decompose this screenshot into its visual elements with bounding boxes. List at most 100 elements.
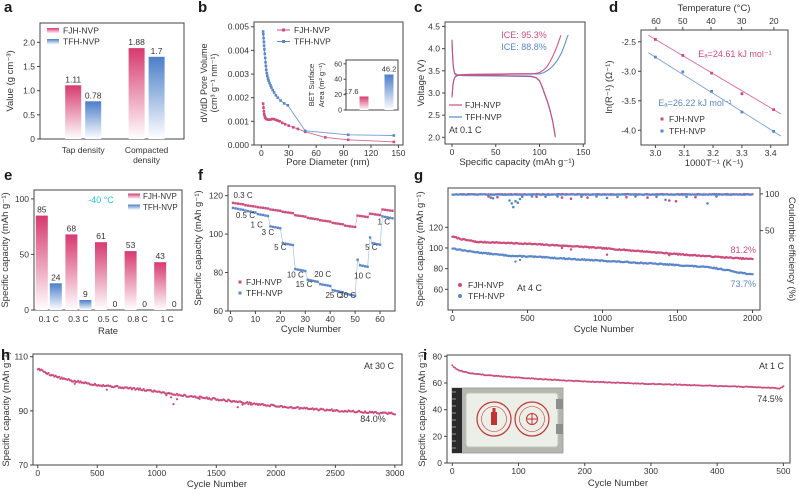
svg-text:15 C: 15 C	[296, 280, 313, 289]
svg-text:40: 40	[706, 16, 716, 26]
svg-text:0.5 C: 0.5 C	[236, 211, 255, 220]
svg-text:90: 90	[339, 148, 349, 158]
svg-text:40: 40	[433, 405, 443, 415]
svg-text:100: 100	[532, 147, 546, 157]
svg-text:Temperature (°C): Temperature (°C)	[678, 3, 751, 14]
svg-text:0.3 C: 0.3 C	[68, 314, 88, 324]
svg-text:ln(R⁻¹) (Ω⁻¹): ln(R⁻¹) (Ω⁻¹)	[604, 60, 615, 113]
svg-text:30: 30	[737, 16, 747, 26]
svg-text:1500: 1500	[207, 468, 226, 478]
svg-text:50: 50	[678, 16, 688, 26]
svg-text:20: 20	[433, 431, 443, 441]
svg-text:Cycle Number: Cycle Number	[574, 324, 634, 335]
svg-text:1000: 1000	[147, 468, 166, 478]
svg-text:20: 20	[276, 314, 286, 324]
svg-text:4.5: 4.5	[428, 21, 440, 31]
svg-text:68: 68	[67, 223, 77, 233]
svg-text:50: 50	[350, 314, 360, 324]
svg-text:0: 0	[338, 108, 342, 115]
svg-text:Coulombic efficiency (%): Coulombic efficiency (%)	[786, 197, 797, 301]
svg-text:-4.0: -4.0	[621, 125, 636, 135]
svg-text:1000: 1000	[593, 313, 612, 323]
svg-text:0.78: 0.78	[85, 90, 102, 100]
svg-text:100: 100	[15, 194, 29, 204]
svg-text:ICE: 88.8%: ICE: 88.8%	[501, 42, 547, 52]
svg-text:Specific capacity (mAh g⁻¹): Specific capacity (mAh g⁻¹)	[417, 351, 428, 466]
svg-text:Specific capacity (mAh g⁻¹): Specific capacity (mAh g⁻¹)	[415, 191, 426, 306]
svg-text:81.2%: 81.2%	[730, 245, 756, 255]
svg-text:100: 100	[511, 466, 525, 476]
svg-text:0: 0	[30, 134, 35, 144]
svg-text:0: 0	[259, 148, 264, 158]
svg-text:60: 60	[433, 378, 443, 388]
svg-text:TFH-NVP: TFH-NVP	[669, 126, 706, 136]
svg-text:80: 80	[434, 264, 444, 274]
svg-text:1.88: 1.88	[128, 37, 145, 47]
svg-text:1500: 1500	[668, 313, 687, 323]
svg-text:80: 80	[214, 268, 224, 278]
svg-text:9: 9	[83, 289, 88, 299]
panel-letter-e: e	[4, 167, 13, 184]
svg-text:10: 10	[251, 314, 261, 324]
svg-text:40: 40	[334, 77, 342, 84]
svg-text:0.5 C: 0.5 C	[98, 314, 118, 324]
svg-text:61: 61	[96, 231, 106, 241]
svg-text:50: 50	[491, 147, 501, 157]
svg-text:2.0: 2.0	[428, 132, 440, 142]
svg-text:TFH-NVP: TFH-NVP	[143, 203, 178, 212]
svg-text:300: 300	[644, 466, 658, 476]
svg-text:Eₐ=26.22 kJ mol⁻¹: Eₐ=26.22 kJ mol⁻¹	[658, 98, 731, 108]
svg-text:TFH-NVP: TFH-NVP	[468, 291, 505, 301]
svg-text:60: 60	[434, 284, 444, 294]
svg-text:density: density	[133, 155, 161, 165]
svg-text:0.004: 0.004	[228, 45, 250, 55]
svg-text:FJH-NVP: FJH-NVP	[669, 114, 705, 124]
svg-text:90: 90	[19, 406, 29, 416]
svg-text:2.5: 2.5	[428, 110, 440, 120]
svg-text:ICE: 95.3%: ICE: 95.3%	[501, 30, 547, 40]
svg-text:At 0.1 C: At 0.1 C	[449, 125, 482, 135]
svg-text:0: 0	[450, 147, 455, 157]
svg-text:Pore Diameter (nm): Pore Diameter (nm)	[286, 157, 369, 168]
svg-text:BET Surface: BET Surface	[307, 64, 316, 106]
svg-text:Tap density: Tap density	[62, 145, 106, 155]
panel-letter-f: f	[198, 167, 203, 184]
panel-letter-g: g	[414, 167, 424, 184]
svg-text:74.5%: 74.5%	[757, 394, 783, 404]
svg-text:17.6: 17.6	[344, 87, 359, 96]
svg-text:2.0: 2.0	[23, 37, 35, 47]
panel-letter-h: h	[1, 347, 11, 364]
svg-text:25 C: 25 C	[325, 291, 342, 300]
svg-text:1.5: 1.5	[23, 62, 35, 72]
svg-text:70: 70	[19, 460, 29, 470]
svg-text:110: 110	[14, 352, 28, 362]
svg-text:-2.5: -2.5	[621, 37, 636, 47]
svg-text:3.2: 3.2	[707, 148, 719, 158]
svg-text:3.0: 3.0	[428, 88, 440, 98]
svg-text:TFH-NVP: TFH-NVP	[294, 37, 331, 47]
svg-text:Specific capacity (mAh g⁻¹): Specific capacity (mAh g⁻¹)	[459, 157, 574, 168]
svg-text:100: 100	[765, 189, 779, 199]
svg-text:Voltage (V): Voltage (V)	[416, 60, 427, 107]
svg-text:1.7: 1.7	[151, 46, 163, 56]
panel-b: 0.000 0.001 0.002 0.003 0.004 0.005 0 30 60 90 120…	[199, 21, 406, 168]
panel-f: 60 80 100 120 0 10 20 30 40 50 60 Cycle Number Speci…	[193, 185, 396, 335]
svg-text:3.0: 3.0	[649, 148, 661, 158]
svg-text:60: 60	[334, 61, 342, 68]
svg-text:3.4: 3.4	[765, 148, 777, 158]
svg-text:0.8 C: 0.8 C	[127, 314, 147, 324]
panel-a: 0 0.5 1.0 1.5 2.0 Value (g cm⁻³) 1.11 1.88 0.78 1…	[5, 22, 185, 165]
svg-text:FJH-NVP: FJH-NVP	[468, 280, 504, 290]
svg-text:1 C: 1 C	[378, 217, 391, 226]
svg-text:60: 60	[311, 148, 321, 158]
panel-letter-b: b	[198, 0, 208, 16]
svg-text:0: 0	[450, 466, 455, 476]
svg-text:200: 200	[578, 466, 592, 476]
svg-text:FJH-NVP: FJH-NVP	[246, 277, 282, 287]
svg-text:500: 500	[776, 466, 790, 476]
svg-text:0: 0	[172, 299, 177, 309]
svg-text:1 C: 1 C	[250, 221, 263, 230]
svg-text:Cycle Number: Cycle Number	[187, 479, 247, 490]
